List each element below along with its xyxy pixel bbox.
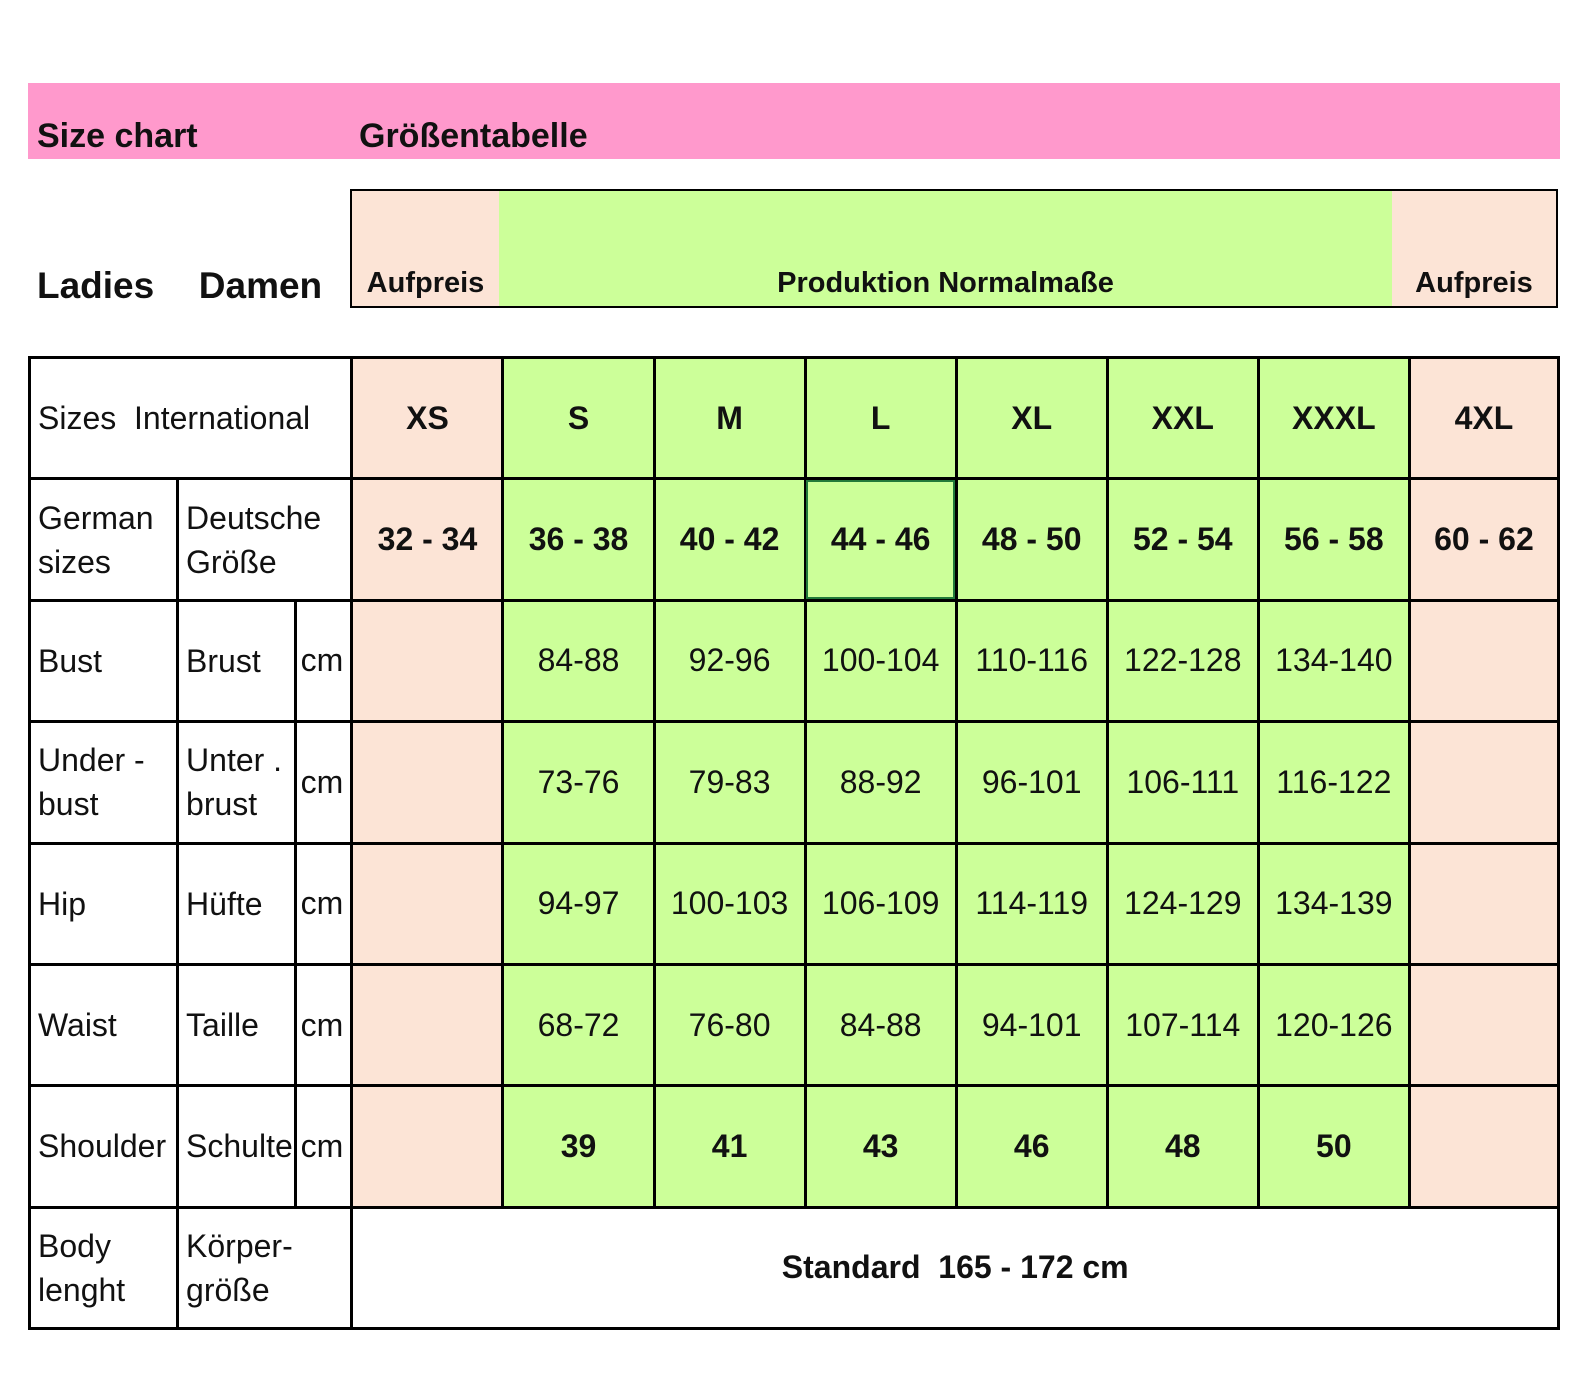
measure-cell: [350, 841, 505, 966]
measure-cell: [1407, 598, 1561, 724]
german-size-cell: 60 - 62: [1407, 477, 1561, 602]
german-size-cell: 48 - 50: [954, 477, 1109, 602]
measure-cell: [1407, 1084, 1561, 1209]
unit-label: cm: [293, 1084, 354, 1209]
measure-label-de: Taille: [176, 962, 297, 1088]
title-banner: Size chart Größentabelle: [28, 83, 1560, 159]
body-length-value: Standard 165 - 172 cm: [350, 1205, 1560, 1331]
measure-cell: 134-139: [1256, 841, 1411, 966]
measure-label-en: Under - bust: [27, 720, 180, 845]
measure-cell: 68-72: [501, 962, 656, 1088]
measure-label-de: Brust: [176, 598, 297, 724]
title-english: Size chart: [37, 117, 198, 155]
measure-cell: 46: [954, 1084, 1109, 1209]
measure-cell: 96-101: [954, 720, 1109, 845]
measure-cell: [1407, 841, 1561, 966]
size-cell: M: [652, 355, 807, 481]
measure-cell: 100-104: [803, 598, 958, 724]
table-row: Waist Taille cm 68-72 76-80 84-88 94-101 107-11…: [27, 962, 1561, 1088]
measure-label-de: Schulte: [176, 1084, 297, 1209]
size-cell: S: [501, 355, 656, 481]
measure-label-en: Shoulder: [27, 1084, 180, 1209]
surcharge-band-right: Aufpreis: [1392, 191, 1556, 306]
size-cell: XL: [954, 355, 1109, 481]
measure-cell: 114-119: [954, 841, 1109, 966]
table-row: Under - bust Unter . brust cm 73-76 79-83 88-…: [27, 720, 1561, 845]
unit-label: cm: [293, 841, 354, 966]
measure-cell: [350, 1084, 505, 1209]
pricing-bands: Aufpreis Produktion Normalmaße Aufpreis: [350, 189, 1558, 308]
body-length-label: Body lenght: [27, 1205, 180, 1331]
measure-label-en: Bust: [27, 598, 180, 724]
measure-cell: 73-76: [501, 720, 656, 845]
size-table: Sizes International XS S M L XL XXL XXXL…: [27, 355, 1561, 1331]
standard-production-band: Produktion Normalmaße: [499, 191, 1392, 306]
koerpergroesse-label: Körper- größe: [176, 1205, 354, 1331]
table-row: Body lenght Körper- größe Standard 165 -…: [27, 1205, 1560, 1331]
deutsche-groesse-label: Deutsche Größe: [176, 477, 354, 602]
german-size-cell-selected[interactable]: 44 - 46: [803, 477, 958, 602]
table-row: Shoulder Schulte cm 39 41 43 46 48 50: [27, 1084, 1561, 1209]
size-cell: XXL: [1105, 355, 1260, 481]
category-label: Ladies Damen: [37, 265, 323, 306]
measure-cell: 76-80: [652, 962, 807, 1088]
measure-label-en: Waist: [27, 962, 180, 1088]
sizes-international-label: Sizes International: [27, 355, 354, 481]
measure-label-de: Unter . brust: [176, 720, 297, 845]
unit-label: cm: [293, 962, 354, 1088]
german-size-cell: 36 - 38: [501, 477, 656, 602]
german-sizes-label: German sizes: [27, 477, 180, 602]
german-size-cell: 52 - 54: [1105, 477, 1260, 602]
german-size-cell: 56 - 58: [1256, 477, 1411, 602]
measure-cell: 79-83: [652, 720, 807, 845]
measure-cell: 84-88: [501, 598, 656, 724]
measure-cell: 41: [652, 1084, 807, 1209]
measure-label-de: Hüfte: [176, 841, 297, 966]
measure-cell: 110-116: [954, 598, 1109, 724]
measure-cell: 94-101: [954, 962, 1109, 1088]
size-cell: XXXL: [1256, 355, 1411, 481]
surcharge-band-left: Aufpreis: [352, 191, 499, 306]
size-cell: XS: [350, 355, 505, 481]
size-cell: L: [803, 355, 958, 481]
measure-cell: 43: [803, 1084, 958, 1209]
table-row: Bust Brust cm 84-88 92-96 100-104 110-116 122-1…: [27, 598, 1561, 724]
measure-cell: 84-88: [803, 962, 958, 1088]
measure-cell: 88-92: [803, 720, 958, 845]
measure-cell: 94-97: [501, 841, 656, 966]
measure-cell: [1407, 962, 1561, 1088]
german-size-cell: 40 - 42: [652, 477, 807, 602]
measure-cell: [1407, 720, 1561, 845]
measure-cell: 50: [1256, 1084, 1411, 1209]
measure-cell: 116-122: [1256, 720, 1411, 845]
table-row: German sizes Deutsche Größe 32 - 34 36 -…: [27, 477, 1561, 602]
unit-label: cm: [293, 720, 354, 845]
table-row: Hip Hüfte cm 94-97 100-103 106-109 114-119 124-…: [27, 841, 1561, 966]
measure-cell: 134-140: [1256, 598, 1411, 724]
unit-label: cm: [293, 598, 354, 724]
measure-cell: 122-128: [1105, 598, 1260, 724]
measure-cell: 106-111: [1105, 720, 1260, 845]
measure-label-en: Hip: [27, 841, 180, 966]
measure-cell: 120-126: [1256, 962, 1411, 1088]
german-size-cell: 32 - 34: [350, 477, 505, 602]
title-german: Größentabelle: [359, 117, 588, 155]
table-row: Sizes International XS S M L XL XXL XXXL…: [27, 355, 1561, 481]
measure-cell: [350, 598, 505, 724]
measure-cell: 106-109: [803, 841, 958, 966]
size-cell: 4XL: [1407, 355, 1561, 481]
measure-cell: [350, 962, 505, 1088]
measure-cell: 100-103: [652, 841, 807, 966]
measure-cell: 48: [1105, 1084, 1260, 1209]
measure-cell: 107-114: [1105, 962, 1260, 1088]
measure-cell: [350, 720, 505, 845]
measure-cell: 39: [501, 1084, 656, 1209]
measure-cell: 92-96: [652, 598, 807, 724]
measure-cell: 124-129: [1105, 841, 1260, 966]
